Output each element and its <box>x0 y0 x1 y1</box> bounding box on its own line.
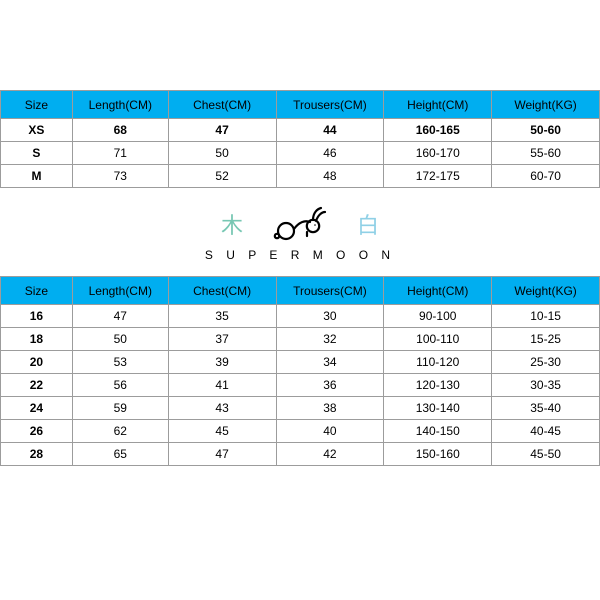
table-row: 22564136120-13030-35 <box>1 374 600 397</box>
table-row: 18503732100-11015-25 <box>1 328 600 351</box>
table-cell: 47 <box>168 443 276 466</box>
table-cell: 160-170 <box>384 142 492 165</box>
table-cell: 60-70 <box>492 165 600 188</box>
top-spacer <box>0 0 600 90</box>
table-cell: 39 <box>168 351 276 374</box>
table-row: XS684744160-16550-60 <box>1 119 600 142</box>
column-header: Trousers(CM) <box>276 277 384 305</box>
table-cell: 32 <box>276 328 384 351</box>
brand-name: S U P E R M O O N <box>0 248 600 262</box>
table-cell: 15-25 <box>492 328 600 351</box>
brand-logo-row: 木 <box>0 206 600 242</box>
table-cell: 40 <box>276 420 384 443</box>
table-cell: 53 <box>72 351 168 374</box>
table-row: 24594338130-14035-40 <box>1 397 600 420</box>
table-cell: XS <box>1 119 73 142</box>
table-cell: 45-50 <box>492 443 600 466</box>
table-cell: 42 <box>276 443 384 466</box>
table-cell: 150-160 <box>384 443 492 466</box>
table-cell: 65 <box>72 443 168 466</box>
column-header: Chest(CM) <box>168 91 276 119</box>
table-cell: 41 <box>168 374 276 397</box>
table-cell: 47 <box>168 119 276 142</box>
table-cell: 50 <box>168 142 276 165</box>
size-chart-kids: SizeLength(CM)Chest(CM)Trousers(CM)Heigh… <box>0 276 600 466</box>
column-header: Size <box>1 91 73 119</box>
table-cell: 140-150 <box>384 420 492 443</box>
table-cell: 59 <box>72 397 168 420</box>
column-header: Weight(KG) <box>492 91 600 119</box>
table-cell: 160-165 <box>384 119 492 142</box>
table-cell: 71 <box>72 142 168 165</box>
table-cell: 10-15 <box>492 305 600 328</box>
table-cell: 18 <box>1 328 73 351</box>
table-cell: 35-40 <box>492 397 600 420</box>
table-cell: 22 <box>1 374 73 397</box>
page: SizeLength(CM)Chest(CM)Trousers(CM)Heigh… <box>0 0 600 466</box>
table-row: 20533934110-12025-30 <box>1 351 600 374</box>
table-cell: 38 <box>276 397 384 420</box>
table-row: 1647353090-10010-15 <box>1 305 600 328</box>
table-row: 26624540140-15040-45 <box>1 420 600 443</box>
table-cell: 73 <box>72 165 168 188</box>
table-cell: 100-110 <box>384 328 492 351</box>
table-cell: 25-30 <box>492 351 600 374</box>
table-cell: 16 <box>1 305 73 328</box>
table-cell: 46 <box>276 142 384 165</box>
table-header-row: SizeLength(CM)Chest(CM)Trousers(CM)Heigh… <box>1 277 600 305</box>
table-cell: 56 <box>72 374 168 397</box>
table-cell: 110-120 <box>384 351 492 374</box>
column-header: Length(CM) <box>72 277 168 305</box>
table-cell: 26 <box>1 420 73 443</box>
table-cell: 35 <box>168 305 276 328</box>
table-cell: 52 <box>168 165 276 188</box>
brand-char-left: 木 <box>221 208 243 240</box>
brand-logo-block: 木 <box>0 188 600 276</box>
table-cell: 120-130 <box>384 374 492 397</box>
column-header: Trousers(CM) <box>276 91 384 119</box>
table-cell: 68 <box>72 119 168 142</box>
table-cell: S <box>1 142 73 165</box>
column-header: Chest(CM) <box>168 277 276 305</box>
table-cell: 30-35 <box>492 374 600 397</box>
table-row: M735248172-17560-70 <box>1 165 600 188</box>
table-cell: 24 <box>1 397 73 420</box>
table-cell: 50 <box>72 328 168 351</box>
table-cell: 55-60 <box>492 142 600 165</box>
table-cell: 48 <box>276 165 384 188</box>
size-chart-adult: SizeLength(CM)Chest(CM)Trousers(CM)Heigh… <box>0 90 600 188</box>
rabbit-icon <box>273 206 327 242</box>
column-header: Size <box>1 277 73 305</box>
table-cell: 28 <box>1 443 73 466</box>
table-cell: 20 <box>1 351 73 374</box>
table-cell: 30 <box>276 305 384 328</box>
table-cell: 44 <box>276 119 384 142</box>
column-header: Height(CM) <box>384 91 492 119</box>
column-header: Length(CM) <box>72 91 168 119</box>
column-header: Height(CM) <box>384 277 492 305</box>
table-cell: 43 <box>168 397 276 420</box>
table-cell: 90-100 <box>384 305 492 328</box>
table-cell: 62 <box>72 420 168 443</box>
table-cell: 45 <box>168 420 276 443</box>
table-header-row: SizeLength(CM)Chest(CM)Trousers(CM)Heigh… <box>1 91 600 119</box>
table-cell: 36 <box>276 374 384 397</box>
table-cell: 50-60 <box>492 119 600 142</box>
table-cell: M <box>1 165 73 188</box>
table-cell: 172-175 <box>384 165 492 188</box>
table-cell: 40-45 <box>492 420 600 443</box>
table-cell: 130-140 <box>384 397 492 420</box>
table-cell: 37 <box>168 328 276 351</box>
table-cell: 47 <box>72 305 168 328</box>
brand-char-right: 白 <box>357 208 379 240</box>
table-row: S715046160-17055-60 <box>1 142 600 165</box>
column-header: Weight(KG) <box>492 277 600 305</box>
table-row: 28654742150-16045-50 <box>1 443 600 466</box>
table-cell: 34 <box>276 351 384 374</box>
